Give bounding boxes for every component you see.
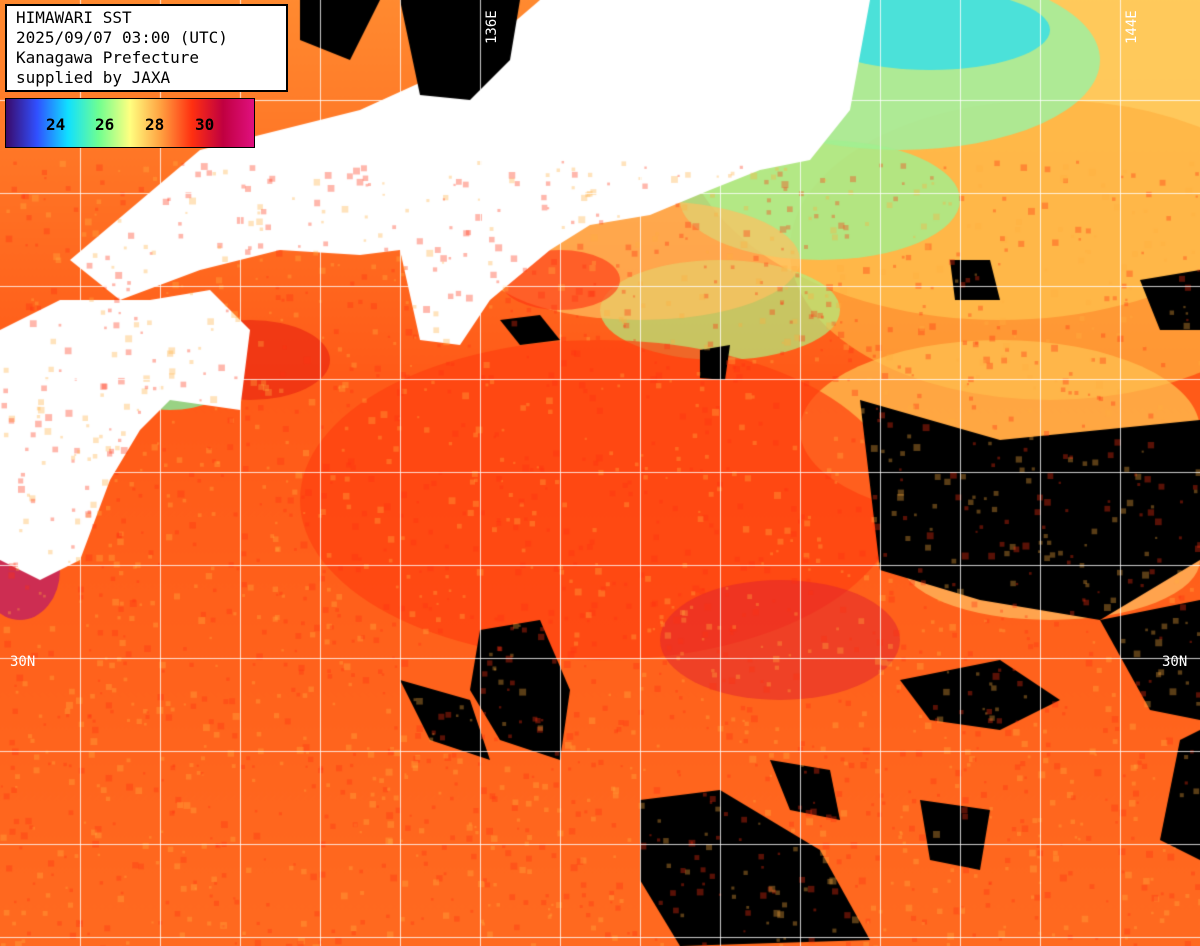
credit-label: supplied by JAXA <box>16 68 286 88</box>
region-label: Kanagawa Prefecture <box>16 48 286 68</box>
lon-label-136e: 136E <box>484 10 500 44</box>
colorbar-tick: 30 <box>195 115 214 134</box>
map-title: HIMAWARI SST <box>16 8 286 28</box>
lat-label-30n-right: 30N <box>1162 654 1187 670</box>
colorbar-tick: 28 <box>145 115 164 134</box>
colorbar-tick: 24 <box>46 115 65 134</box>
lat-label-30n-left: 30N <box>10 654 35 670</box>
info-box: HIMAWARI SST 2025/09/07 03:00 (UTC) Kana… <box>5 4 288 92</box>
datetime-label: 2025/09/07 03:00 (UTC) <box>16 28 286 48</box>
color-scale-bar: 24 26 28 30 <box>5 98 255 148</box>
colorbar-tick: 26 <box>95 115 114 134</box>
lon-label-144e: 144E <box>1124 10 1140 44</box>
